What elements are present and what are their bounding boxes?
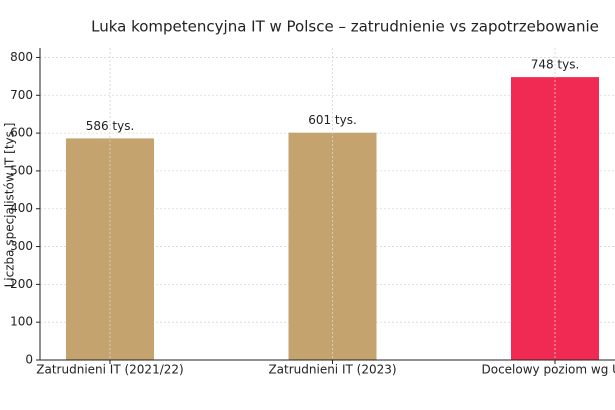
y-tick-label: 800 [10,50,33,64]
y-tick-label: 600 [10,126,33,140]
value-label: 601 tys. [308,113,357,127]
y-tick-label: 700 [10,88,33,102]
chart-title: Luka kompetencyjna IT w Polsce – zatrudn… [91,18,599,36]
y-tick-label: 300 [10,239,33,253]
y-tick-label: 100 [10,315,33,329]
y-tick-label: 0 [25,353,33,367]
y-axis-label: Liczba specjalistów IT [tys.] [3,123,17,288]
value-label: 586 tys. [86,119,135,133]
x-tick-label: Docelowy poziom wg UE [481,363,615,377]
bar [288,132,377,360]
y-tick-label: 500 [10,163,33,177]
x-tick-label: Zatrudnieni IT (2021/22) [36,363,183,377]
y-tick-label: 400 [10,201,33,215]
value-label: 748 tys. [531,58,580,72]
x-tick-label: Zatrudnieni IT (2023) [268,363,396,377]
y-tick-label: 200 [10,277,33,291]
